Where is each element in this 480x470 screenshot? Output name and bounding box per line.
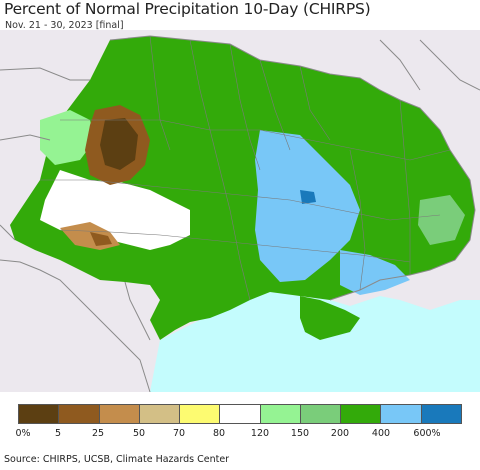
legend-label: 25 — [91, 428, 105, 439]
oblast-boundaries — [40, 35, 451, 301]
legend-swatch — [260, 405, 301, 423]
legend-label: 150 — [290, 428, 310, 439]
legend-swatch — [300, 405, 342, 423]
legend-label: 120 — [250, 428, 270, 439]
legend-label: 80 — [212, 428, 226, 439]
legend-swatch — [180, 405, 221, 423]
wet-region-east — [255, 130, 360, 282]
legend-label: 400 — [371, 428, 391, 439]
legend-label: 200 — [330, 428, 350, 439]
legend-labels: 0% 5 25 50 70 80 120 150 200 400 600% — [0, 428, 480, 442]
legend-swatch — [19, 405, 60, 423]
source-credit: Source: CHIRPS, UCSB, Climate Hazards Ce… — [4, 454, 230, 465]
light-green-area-west — [40, 110, 95, 165]
country-borders — [0, 35, 480, 392]
legend-label: 600% — [413, 428, 441, 439]
legend-swatch — [220, 405, 261, 423]
legend-swatch — [381, 405, 422, 423]
legend-swatch — [139, 405, 181, 423]
legend-swatch — [99, 405, 140, 423]
very-dry-core-northwest — [100, 118, 138, 170]
legend-label: 50 — [132, 428, 146, 439]
date-range-subtitle: Nov. 21 - 30, 2023 [final] — [5, 20, 124, 31]
legend-swatch — [341, 405, 382, 423]
light-green-area-east — [418, 195, 465, 245]
legend-swatch — [421, 405, 461, 423]
legend-swatch — [59, 405, 100, 423]
very-wet-spot-east — [300, 190, 316, 204]
map-title: Percent of Normal Precipitation 10-Day (… — [4, 0, 371, 18]
legend-label: 0% — [15, 428, 31, 439]
crimea-peninsula — [300, 296, 360, 340]
legend-label: 5 — [54, 428, 62, 439]
dry-patch-southwest — [90, 232, 112, 246]
black-sea — [150, 292, 480, 392]
wet-area-southeast — [340, 250, 410, 295]
legend-color-bar — [18, 404, 462, 424]
legend-label: 70 — [172, 428, 186, 439]
precipitation-map — [0, 30, 480, 392]
